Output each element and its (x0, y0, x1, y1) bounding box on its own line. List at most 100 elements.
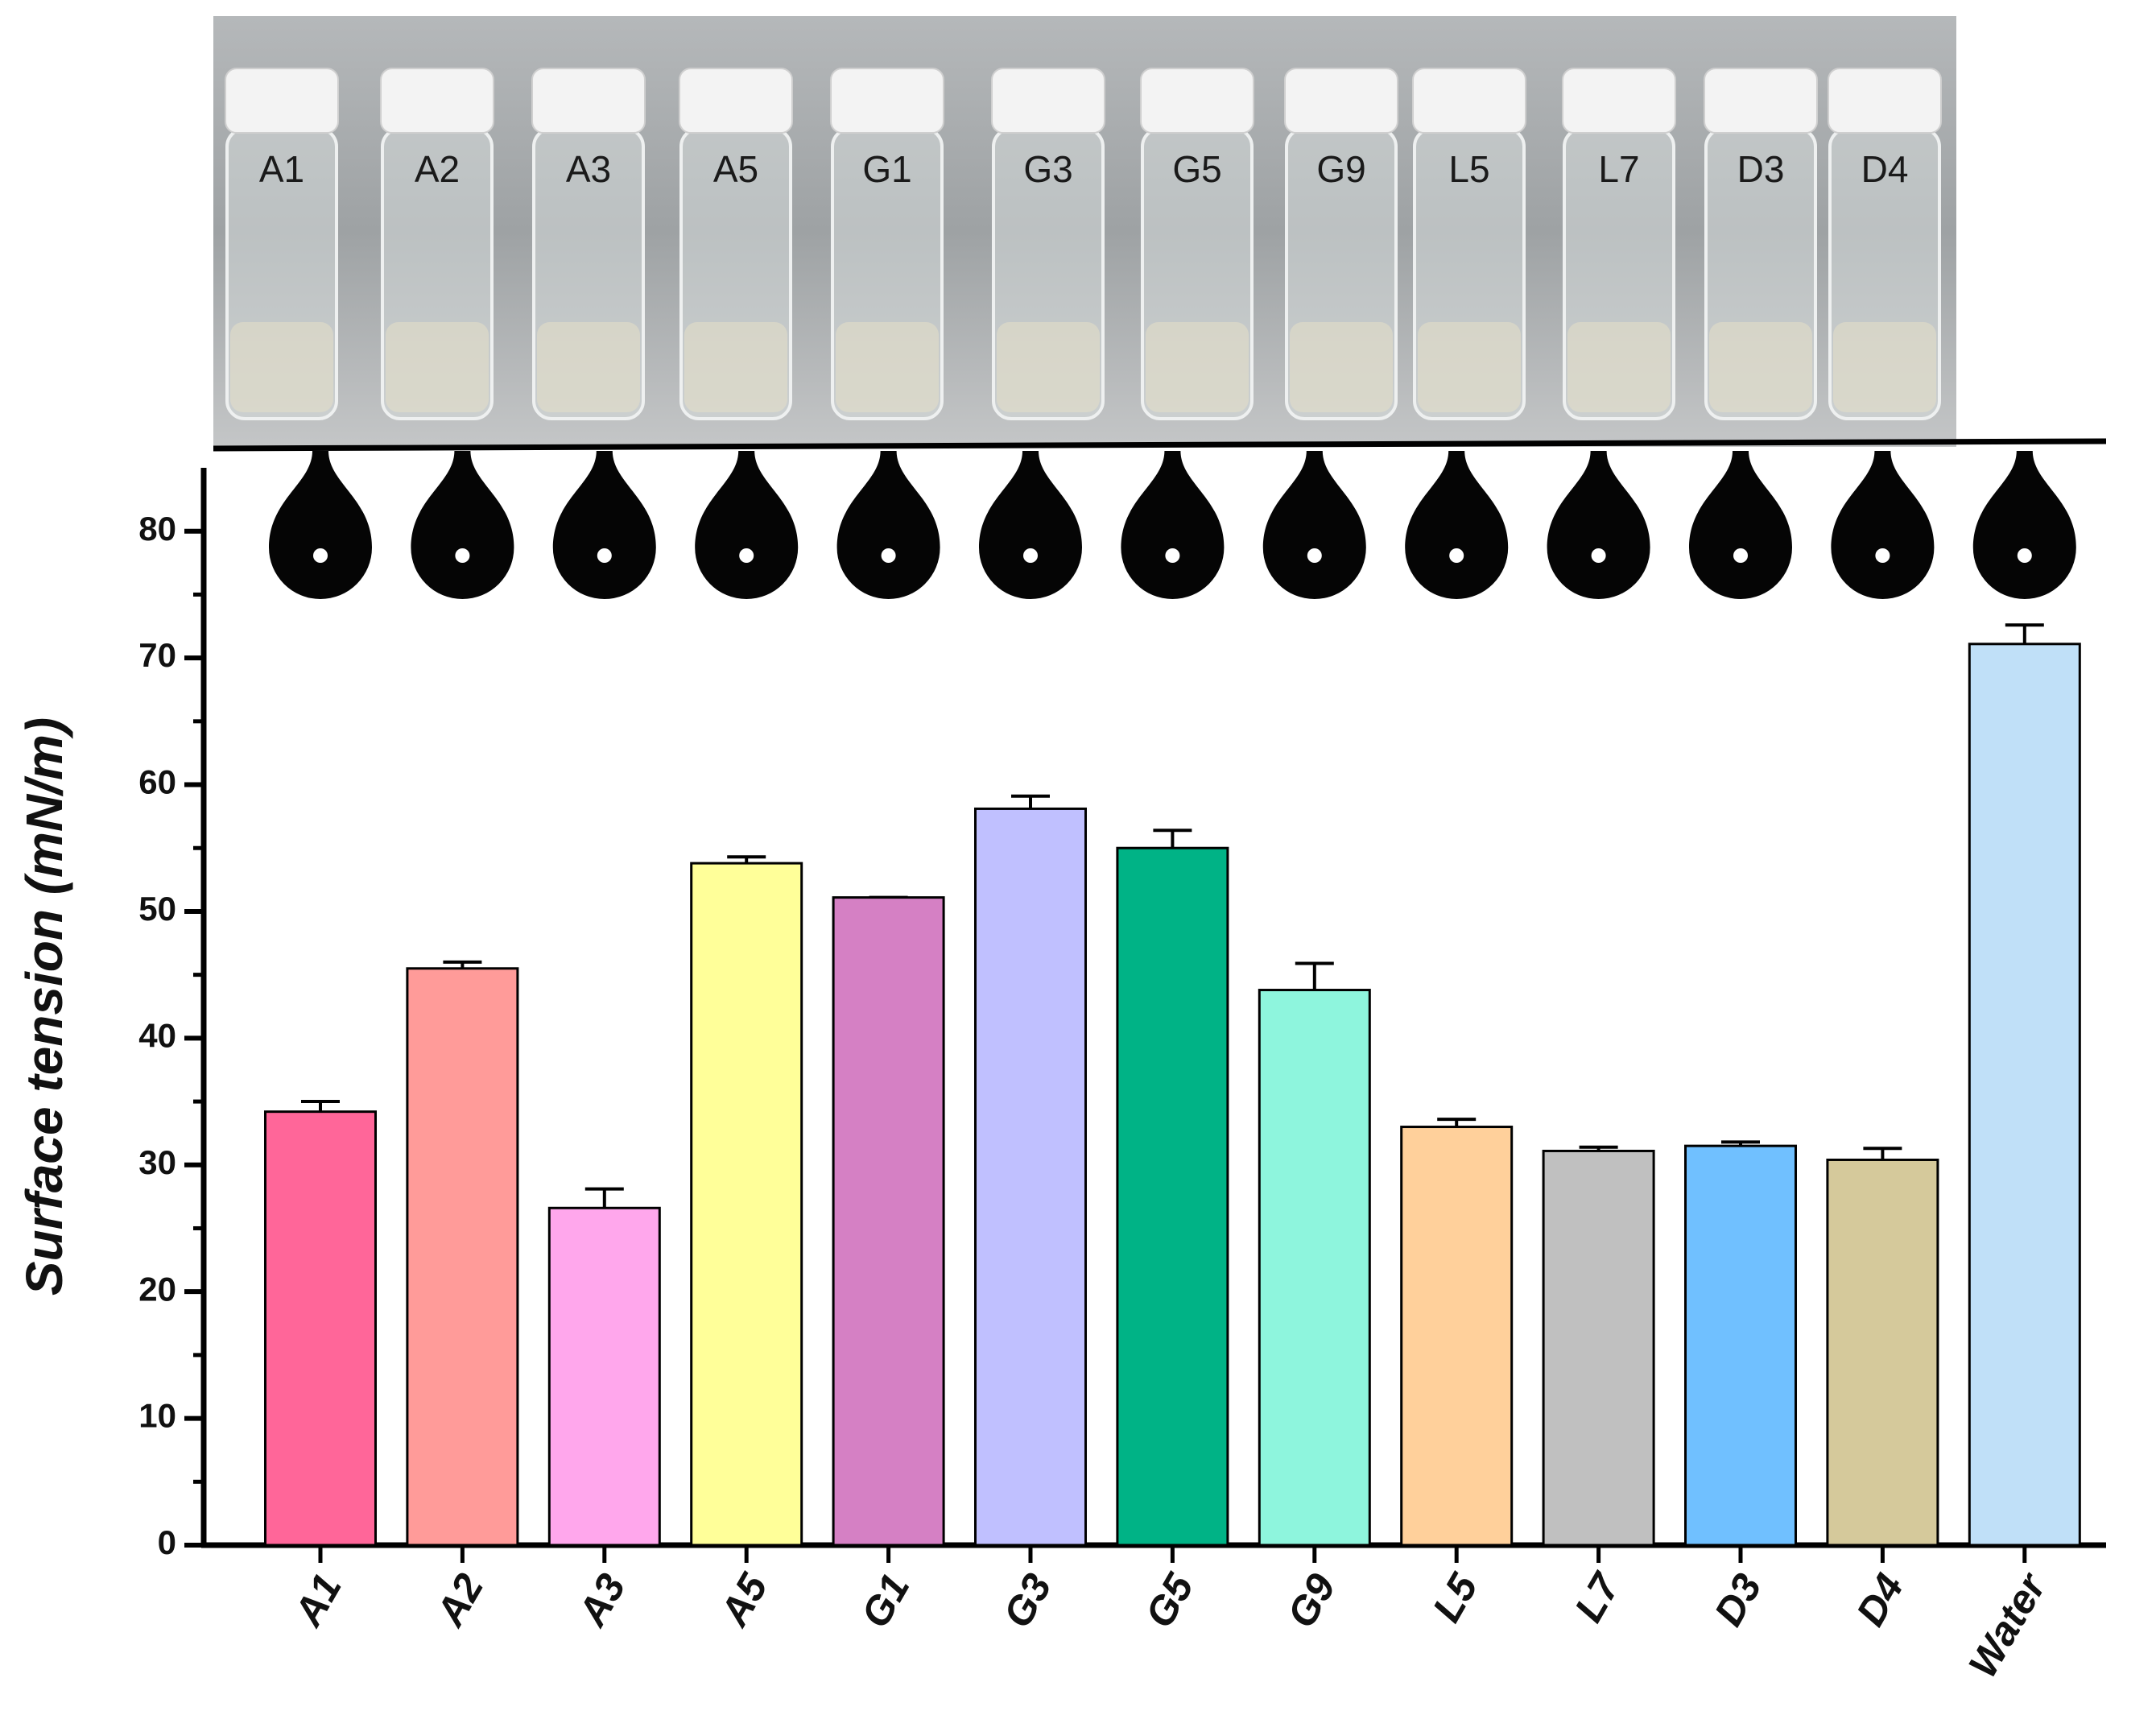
bar (1684, 1144, 1797, 1547)
drop-highlight (455, 548, 470, 563)
x-tick-label: Water (1960, 1564, 2055, 1685)
vial-cap (991, 68, 1105, 134)
drop-highlight (313, 548, 328, 563)
drop-highlight (881, 548, 896, 563)
x-tick-label: G9 (1278, 1566, 1344, 1635)
x-tick-label: G1 (853, 1566, 919, 1635)
vial-liquid (1567, 322, 1671, 412)
bar (1968, 643, 2081, 1547)
x-tick-label: G5 (1137, 1565, 1203, 1635)
drop-highlight (1165, 548, 1180, 563)
x-tick-label: L5 (1423, 1565, 1486, 1630)
vial-liquid (684, 322, 787, 412)
drop (1262, 451, 1366, 599)
vial-label: D3 (1737, 148, 1785, 190)
y-tick-label: 60 (138, 763, 176, 801)
x-tick-label: D3 (1706, 1566, 1771, 1634)
drop (552, 451, 656, 599)
bar (264, 1110, 377, 1547)
drop (695, 451, 799, 599)
vial-cap (830, 68, 944, 134)
bar (406, 967, 519, 1547)
bar (1826, 1158, 1939, 1547)
vial-liquid (1146, 322, 1249, 412)
vial-group: A1 A2 A3 A5 G1 G3 G5 G9 L5 L7 D3 D4 (225, 68, 1942, 420)
drop (1405, 451, 1509, 599)
vial-label: L7 (1598, 148, 1639, 190)
bar (832, 896, 945, 1547)
vial-liquid (836, 322, 939, 412)
drop (836, 451, 940, 599)
vial-label: L5 (1448, 148, 1489, 190)
vial-cap (1284, 68, 1398, 134)
drop (979, 451, 1082, 599)
x-tick-label: L7 (1566, 1564, 1629, 1629)
x-tick-label: A5 (711, 1565, 777, 1635)
bar (690, 862, 803, 1547)
x-tick-label: G3 (994, 1566, 1060, 1635)
vial-cap (380, 68, 494, 134)
bar (1400, 1126, 1514, 1547)
vial-label: A5 (713, 148, 758, 190)
y-tick-label: 80 (138, 510, 176, 548)
drop-highlight (1733, 548, 1748, 563)
drop-group (269, 451, 2076, 600)
drop-highlight (2017, 548, 2032, 563)
bar (1116, 846, 1229, 1547)
vial-label: A1 (259, 148, 304, 190)
drop (411, 451, 514, 599)
y-tick-label: 20 (138, 1270, 176, 1308)
vial-label: G3 (1023, 148, 1072, 190)
vial-cap (1140, 68, 1254, 134)
vial-liquid (537, 322, 640, 412)
y-tick-label: 70 (138, 636, 176, 674)
vial-liquid (1290, 322, 1393, 412)
drop (1831, 451, 1935, 599)
drop (1121, 451, 1225, 599)
vial-label: A3 (566, 148, 611, 190)
y-tick-label: 10 (138, 1397, 176, 1435)
vial-label: G1 (862, 148, 911, 190)
vial-liquid (1709, 322, 1812, 412)
vial-label: G9 (1316, 148, 1365, 190)
vial-cap (1704, 68, 1818, 134)
drop (269, 451, 372, 599)
bar (547, 1206, 661, 1547)
vial-liquid (997, 322, 1100, 412)
bar (1542, 1149, 1655, 1547)
drop (1547, 451, 1650, 600)
x-tick-label: D4 (1848, 1566, 1912, 1633)
x-tick-label: A2 (427, 1566, 493, 1635)
drop-highlight (1875, 548, 1890, 563)
y-tick-label: 0 (158, 1523, 176, 1561)
bar (1258, 989, 1371, 1547)
vial-label: A2 (415, 148, 460, 190)
vial-liquid (230, 322, 333, 412)
bar (974, 807, 1087, 1547)
vial-cap (679, 68, 793, 134)
y-tick-label: 30 (138, 1143, 176, 1181)
vial-cap (1412, 68, 1526, 134)
drop-highlight (1449, 548, 1464, 563)
vial-liquid (1418, 322, 1521, 412)
vial-liquid (386, 322, 489, 412)
vial-cap (531, 68, 646, 134)
x-tick-label: A1 (285, 1566, 350, 1635)
drop (1972, 451, 2076, 599)
separator-line (213, 438, 2107, 452)
vial-cap (1828, 68, 1942, 134)
drop-highlight (597, 548, 612, 563)
vial-cap (225, 68, 339, 134)
y-axis-label: Surface tension (mN/m) (15, 717, 73, 1296)
drop (1689, 451, 1792, 599)
vial-label: G5 (1172, 148, 1221, 190)
vial-label: D4 (1861, 148, 1909, 190)
x-tick-label: A3 (568, 1566, 634, 1635)
drop-highlight (739, 548, 754, 563)
y-tick-label: 50 (138, 890, 176, 928)
vial-liquid (1833, 322, 1936, 412)
drop-highlight (1023, 548, 1038, 563)
drop-highlight (1591, 548, 1606, 563)
vial-cap (1562, 68, 1676, 134)
